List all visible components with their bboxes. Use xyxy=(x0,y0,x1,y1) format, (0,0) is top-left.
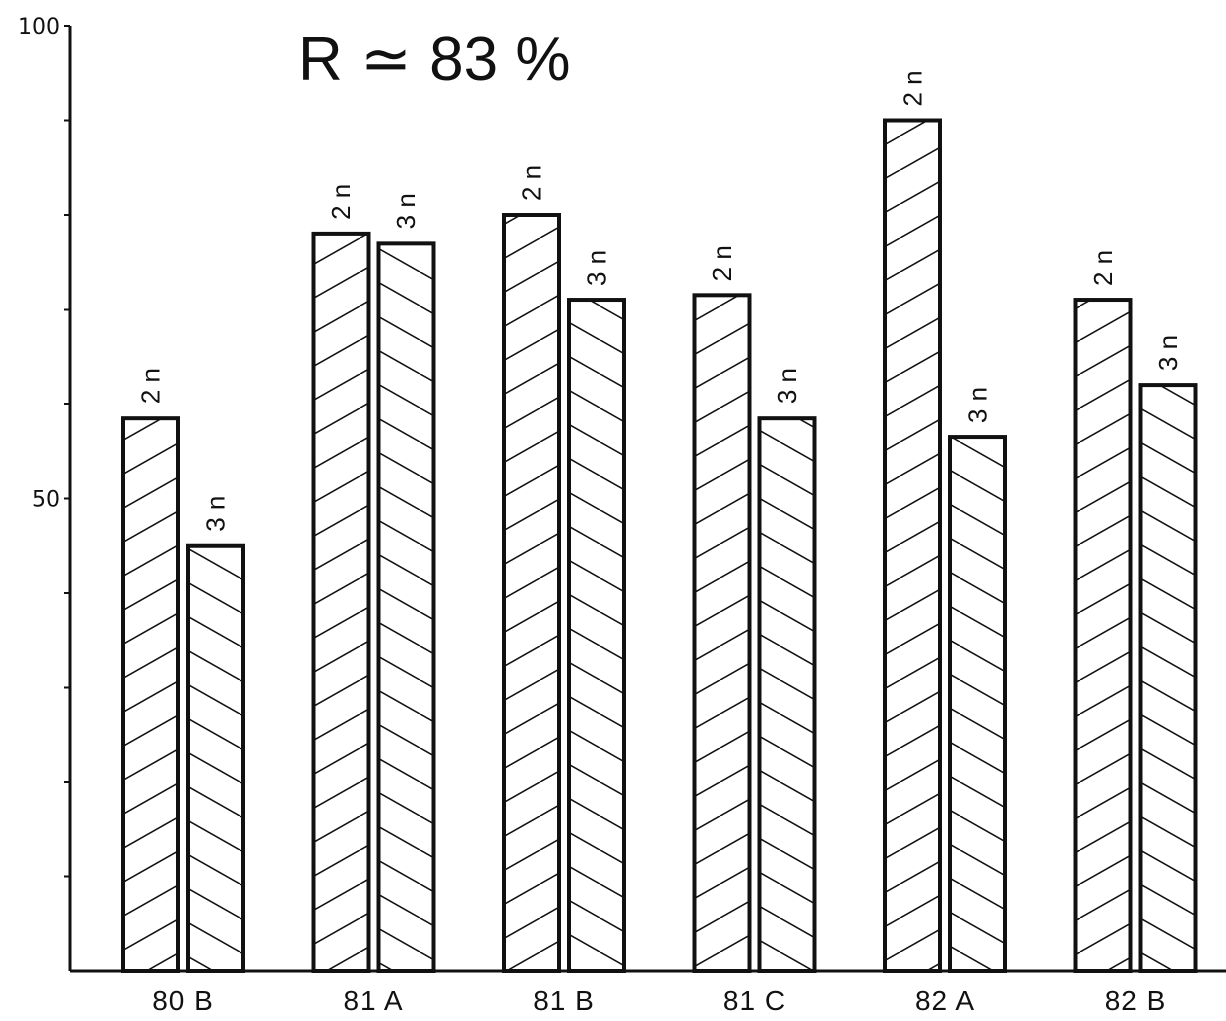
bar-82A-3n xyxy=(948,435,1007,973)
bar-81A-3n xyxy=(376,241,436,974)
bars: 2 n 3 n 2 n 3 n 2 n 3 n 2 n 3 n 2 n 3 n 2 n 3 n xyxy=(121,70,1198,974)
bar-label-81C-3n: 3 n xyxy=(772,368,802,404)
bar-label-80B-3n: 3 n xyxy=(201,496,231,532)
bar-label-81B-2n: 2 n xyxy=(517,165,547,201)
bar-label-82A-3n: 3 n xyxy=(963,387,993,423)
x-tick-label-82B: 82 B xyxy=(1105,985,1167,1016)
bar-label-82B-2n: 2 n xyxy=(1088,250,1118,286)
bar-80B-2n xyxy=(121,416,180,973)
bar-82B-2n xyxy=(1073,298,1133,973)
bar-label-81A-2n: 2 n xyxy=(326,184,356,220)
bar-81C-2n xyxy=(692,293,752,973)
bar-80B-3n xyxy=(186,543,245,973)
y-tick-label-50: 50 xyxy=(32,488,60,513)
y-tick-label-100: 100 xyxy=(18,15,60,40)
category-labels: 80 B 81 A 81 B 81 C 82 A 82 B xyxy=(152,985,1167,1016)
x-tick-label-81C: 81 C xyxy=(723,985,786,1016)
x-tick-label-82A: 82 A xyxy=(915,985,975,1016)
bar-81A-2n xyxy=(311,231,371,973)
bar-label-82A-2n: 2 n xyxy=(898,70,928,106)
y-axis-ticks: 100 50 xyxy=(18,15,70,878)
bar-label-81B-3n: 3 n xyxy=(582,250,612,286)
x-tick-label-80B: 80 B xyxy=(152,985,214,1016)
bar-81B-3n xyxy=(567,298,626,973)
chart-title: R ≃ 83 % xyxy=(298,25,571,94)
bar-81C-3n xyxy=(757,416,817,973)
x-tick-label-81A: 81 A xyxy=(343,985,403,1016)
bar-label-81C-2n: 2 n xyxy=(707,245,737,281)
bar-82B-3n xyxy=(1138,383,1198,974)
bar-label-81A-3n: 3 n xyxy=(391,193,421,229)
x-tick-label-81B: 81 B xyxy=(533,985,595,1016)
bar-label-82B-3n: 3 n xyxy=(1153,335,1183,371)
bar-81B-2n xyxy=(502,213,561,973)
bar-82A-2n xyxy=(883,118,942,973)
bar-label-80B-2n: 2 n xyxy=(136,368,166,404)
